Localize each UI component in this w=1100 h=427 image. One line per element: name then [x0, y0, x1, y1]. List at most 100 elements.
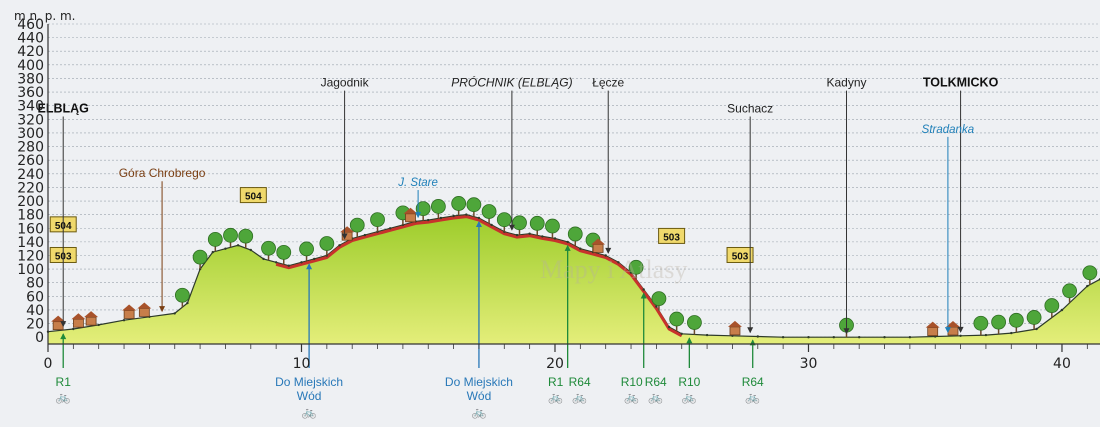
bicycle-icon: 🚲 — [648, 390, 663, 404]
elevation-point — [465, 213, 468, 216]
road-badge — [726, 246, 754, 263]
bicycle-icon: 🚲 — [572, 390, 587, 404]
place-label: ELBLĄG — [38, 102, 89, 116]
elevation-point — [1086, 284, 1089, 288]
bicycle-icon: 🚲 — [471, 405, 486, 419]
tree-icon — [1026, 310, 1042, 325]
elevation-point — [1010, 331, 1013, 335]
house-icon — [73, 318, 84, 328]
place-pointer-arrow — [341, 233, 348, 240]
route-label: R1 — [56, 375, 72, 389]
elevation-point — [655, 305, 658, 308]
elevation-point — [427, 218, 430, 222]
elevation-point — [541, 235, 544, 238]
tree-icon — [192, 249, 208, 265]
tree-icon — [567, 226, 583, 242]
y-tick-label: 20 — [26, 317, 44, 333]
elevation-point — [642, 288, 645, 291]
tree-icon — [1008, 312, 1024, 328]
tree-icon — [1082, 265, 1098, 281]
route-pointer-arrow — [686, 337, 693, 344]
route-label: Do Miejskich — [275, 375, 343, 389]
place-pointer-arrow — [747, 327, 754, 334]
elevation-point — [617, 261, 620, 264]
y-tick-label: 380 — [17, 71, 44, 87]
place-pointer-arrow — [957, 326, 964, 333]
elevation-point — [236, 244, 240, 247]
elevation-point — [566, 240, 569, 244]
elevation-point — [667, 325, 671, 329]
elevation-point — [528, 232, 531, 235]
y-tick-label: 440 — [17, 31, 44, 47]
house-icon — [85, 316, 97, 326]
elevation-point — [363, 233, 367, 237]
y-tick-label: 360 — [17, 85, 44, 101]
elevation-point — [477, 216, 481, 220]
elevation-point — [705, 333, 709, 337]
elevation-point — [490, 223, 493, 227]
elevation-point — [959, 334, 962, 337]
elevation-point — [274, 261, 278, 264]
place-pointer-arrow — [415, 212, 422, 219]
y-tick-label: 160 — [17, 221, 44, 237]
place-pointer-arrow — [605, 247, 612, 254]
place-label: J. Stare — [397, 177, 438, 189]
tree-icon — [174, 287, 190, 303]
bicycle-icon: 🚲 — [302, 405, 317, 419]
tree-icon — [481, 204, 497, 219]
place-pointer-arrow — [843, 328, 850, 335]
y-tick-label: 100 — [17, 262, 44, 278]
route-pointer-arrow — [564, 244, 571, 251]
tree-icon — [651, 291, 667, 307]
road-badge-label: 503 — [732, 251, 749, 262]
elevation-point — [300, 261, 303, 264]
elevation-point — [389, 227, 392, 230]
place-pointer-arrow — [60, 321, 67, 328]
house-icon — [138, 308, 150, 317]
elevation-point — [249, 248, 252, 252]
place-pointer-arrow — [508, 224, 515, 231]
place-layer: ELBLĄG Góra Chrobrego Jagodnik J. Stare PRÓC… — [38, 75, 999, 335]
y-tick-label: 140 — [17, 235, 44, 251]
tree-icon — [466, 197, 482, 213]
tree-icon — [991, 314, 1007, 330]
tree-icon — [276, 244, 292, 260]
y-tick-label: 180 — [17, 208, 44, 224]
route-label: R64 — [742, 375, 764, 389]
place-label: Stradanka — [922, 124, 974, 136]
house-roof-icon — [727, 320, 742, 327]
route-label: Do Miejskich — [445, 375, 513, 389]
house-roof-icon — [84, 311, 99, 318]
trail-route-line — [275, 215, 683, 338]
house-roof-icon — [591, 238, 606, 245]
axes: 0204060801001201401601802002202402602803… — [17, 17, 1100, 372]
y-tick-label: 0 — [35, 330, 44, 346]
tree-icon — [545, 218, 560, 234]
place-label: Góra Chrobrego — [119, 166, 206, 180]
elevation-point — [883, 336, 886, 339]
terrain-area — [48, 214, 1100, 344]
elevation-point — [908, 336, 912, 339]
elevation-point — [515, 233, 519, 237]
y-tick-label: 320 — [17, 112, 44, 128]
elevation-point — [287, 264, 290, 267]
elevation-point — [72, 327, 75, 331]
house-icon — [405, 213, 416, 223]
elevation-point — [579, 247, 582, 250]
elevation-point — [313, 257, 316, 261]
elevation-point — [680, 332, 683, 335]
place-pointer-arrow — [944, 327, 951, 334]
house-roof-icon — [340, 226, 355, 233]
elevation-point — [858, 336, 861, 339]
y-tick-label: 400 — [17, 58, 44, 74]
house-roof-icon — [403, 207, 418, 214]
x-tick-label: 0 — [44, 356, 53, 372]
y-tick-label: 240 — [17, 167, 44, 183]
elevation-point — [781, 336, 785, 339]
elevation-point — [553, 237, 557, 240]
y-tick-label: 460 — [17, 17, 44, 33]
house-roof-icon — [122, 304, 137, 311]
elevation-point — [97, 323, 100, 327]
elevation-point — [211, 250, 214, 254]
